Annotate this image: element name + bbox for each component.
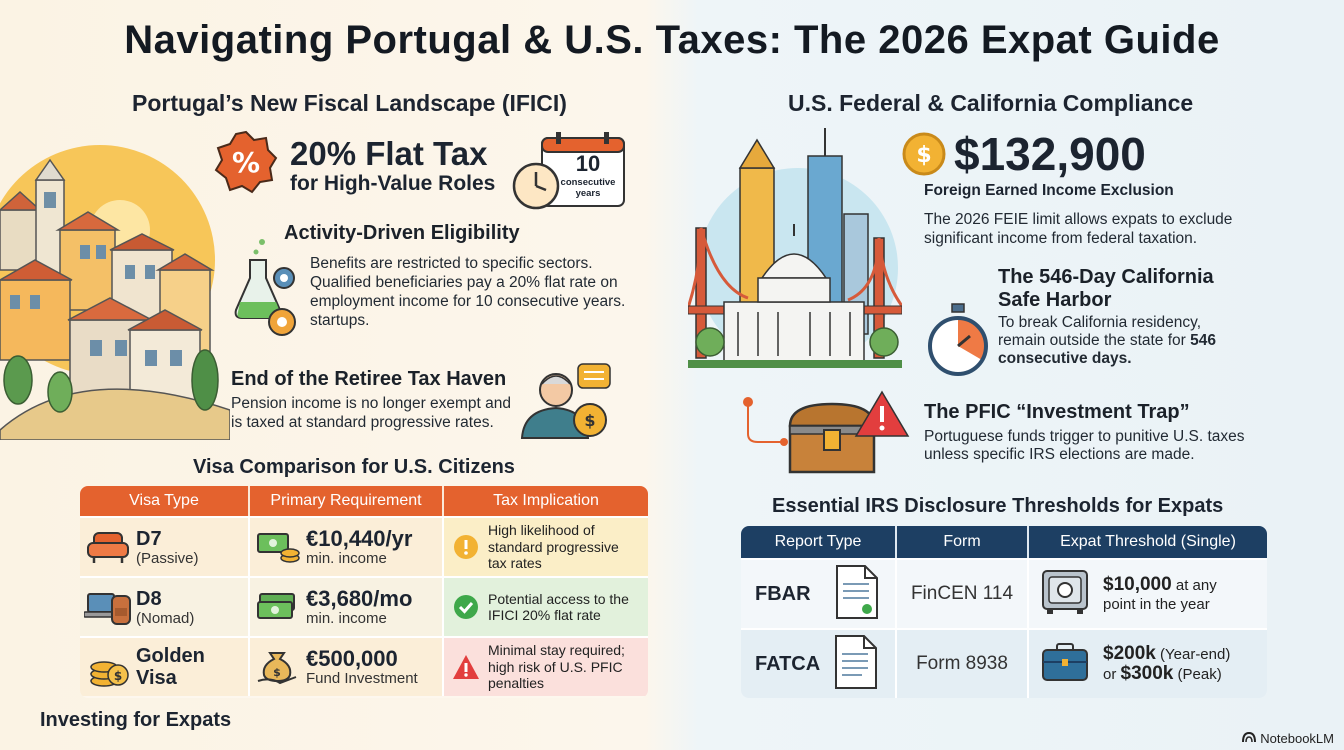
feie-amount: $132,900 xyxy=(954,128,1146,180)
safe-harbor-heading-2: Safe Harbor xyxy=(998,289,1112,311)
column-header: Expat Threshold (Single) xyxy=(1060,533,1236,550)
svg-text:$: $ xyxy=(584,411,595,430)
requirement-amount: €3,680/mo xyxy=(306,586,413,611)
threshold-or: or xyxy=(1103,666,1121,683)
stopwatch-icon xyxy=(928,303,988,376)
gold-coins-icon: $ xyxy=(80,647,136,687)
report-type: FBAR xyxy=(755,582,811,605)
cash-stack-icon xyxy=(250,590,306,624)
safe-harbor-body: To break California residency, remain ou… xyxy=(998,314,1218,368)
tax-implication: Minimal stay required; high risk of U.S.… xyxy=(488,642,625,692)
column-header: Visa Type xyxy=(80,486,250,516)
visa-name: Golden Visa xyxy=(136,645,205,689)
visa-comparison-table: Visa Type Primary Requirement Tax Implic… xyxy=(80,486,648,698)
laptop-backpack-icon xyxy=(80,588,136,626)
briefcase-icon xyxy=(1041,642,1089,687)
threshold-text: $200k (Year-end) or $300k (Peak) xyxy=(1103,644,1263,684)
check-icon xyxy=(444,594,488,620)
safe-harbor-body-text: To break California residency, remain ou… xyxy=(998,314,1202,349)
feie-label: Foreign Earned Income Exclusion xyxy=(924,182,1174,199)
threshold-amount: $10,000 xyxy=(1103,573,1172,595)
activity-heading: Activity-Driven Eligibility xyxy=(284,222,520,244)
requirement-amount: €500,000 xyxy=(306,646,398,671)
svg-text:%: % xyxy=(232,146,260,179)
money-bag-hand-icon: $ xyxy=(250,647,306,687)
pfic-body: Portuguese funds trigger to punitive U.S… xyxy=(924,428,1245,463)
visa-sub: (Passive) xyxy=(136,549,199,567)
table-row: D7 (Passive) €10,440/yr min. income High… xyxy=(80,516,648,576)
alert-triangle-icon xyxy=(444,654,488,680)
document-icon xyxy=(834,634,878,695)
activity-body: Benefits are restricted to specific sect… xyxy=(310,255,626,329)
dollar-coin-icon: $ xyxy=(902,132,946,176)
portugal-section-heading: Portugal’s New Fiscal Landscape (IFICI) xyxy=(132,90,567,116)
visa-sub: (Nomad) xyxy=(136,609,195,627)
table-row: $ Golden Visa $ €500,000 Fund Investment… xyxy=(80,636,648,696)
form-name: Form 8938 xyxy=(916,653,1008,674)
irs-table-heading: Essential IRS Disclosure Thresholds for … xyxy=(772,495,1224,517)
requirement-sub: min. income xyxy=(306,610,387,627)
irs-table-header: Report Type Form Expat Threshold (Single… xyxy=(741,526,1267,558)
threshold-amount-peak: $300k xyxy=(1120,663,1174,684)
armchair-icon xyxy=(80,529,136,565)
column-header: Tax Implication xyxy=(493,492,599,509)
safe-icon xyxy=(1041,569,1089,620)
percent-badge-icon: % xyxy=(214,130,278,194)
safe-harbor-body-days: 546 consecutive days. xyxy=(998,332,1217,367)
threshold-detail: at any point in the year xyxy=(1103,576,1217,613)
feie-body: The 2026 FEIE limit allows expats to exc… xyxy=(924,211,1233,247)
column-header: Primary Requirement xyxy=(250,486,444,516)
portugal-town-illustration xyxy=(0,145,230,440)
warning-icon xyxy=(444,534,488,560)
requirement-sub: min. income xyxy=(306,550,387,567)
requirement-amount: €10,440/yr xyxy=(306,526,413,551)
treasure-chest-warning-icon xyxy=(743,390,910,474)
form-name: FinCEN 114 xyxy=(910,583,1014,604)
threshold-detail-peak: (Peak) xyxy=(1173,666,1222,683)
table-row: D8 (Nomad) €3,680/mo min. income Potenti… xyxy=(80,576,648,636)
retiree-heading: End of the Retiree Tax Haven xyxy=(231,368,507,390)
tax-implication: Potential access to the IFICI 20% flat r… xyxy=(488,590,629,624)
visa-name: D8 xyxy=(136,587,162,610)
svg-text:$: $ xyxy=(114,669,122,683)
irs-thresholds-table: Report Type Form Expat Threshold (Single… xyxy=(741,526,1267,698)
calendar-number: 10 xyxy=(575,151,601,176)
document-icon xyxy=(835,564,879,625)
pfic-heading: The PFIC “Investment Trap” xyxy=(924,401,1190,423)
threshold-detail: (Year-end) xyxy=(1155,646,1231,663)
threshold-amount: $200k xyxy=(1103,643,1156,664)
svg-text:$: $ xyxy=(273,666,281,679)
report-type: FATCA xyxy=(755,652,821,675)
footer-brand: NotebookLM xyxy=(1260,731,1334,746)
flat-tax-rate: 20% Flat Tax xyxy=(290,135,488,172)
calendar-label: consecutive years xyxy=(560,177,616,199)
svg-text:$: $ xyxy=(916,143,931,168)
cash-coins-icon xyxy=(250,530,306,564)
notebooklm-logo-icon xyxy=(1242,731,1257,746)
visa-table-heading: Visa Comparison for U.S. Citizens xyxy=(193,456,515,478)
visa-table-header: Visa Type Primary Requirement Tax Implic… xyxy=(80,486,648,516)
flat-tax-sub: for High-Value Roles xyxy=(290,172,496,195)
visa-name: D7 xyxy=(136,527,162,550)
page-title: Navigating Portugal & U.S. Taxes: The 20… xyxy=(124,18,1220,62)
notebooklm-watermark: NotebookLM xyxy=(1242,731,1334,746)
us-skyline-illustration xyxy=(688,128,902,368)
table-row: FBAR FinCEN 114 $10,000 at any point in … xyxy=(741,558,1267,628)
investing-heading: Investing for Expats xyxy=(40,709,232,731)
requirement-sub: Fund Investment xyxy=(306,670,418,687)
calendar-clock-icon xyxy=(512,132,625,210)
column-header: Form xyxy=(897,526,1029,558)
threshold-text: $10,000 at any point in the year xyxy=(1103,575,1253,614)
safe-harbor-heading-1: The 546-Day California xyxy=(998,266,1214,288)
retiree-body: Pension income is no longer exempt and i… xyxy=(231,395,512,431)
us-section-heading: U.S. Federal & California Compliance xyxy=(788,90,1194,116)
table-row: FATCA Form 8938 $200k (Year-end) or $300… xyxy=(741,628,1267,698)
tax-implication: High likelihood of standard progressive … xyxy=(488,522,619,572)
flask-gears-icon xyxy=(234,239,296,336)
retiree-pension-icon: $ xyxy=(520,363,611,439)
column-header: Report Type xyxy=(741,526,897,558)
